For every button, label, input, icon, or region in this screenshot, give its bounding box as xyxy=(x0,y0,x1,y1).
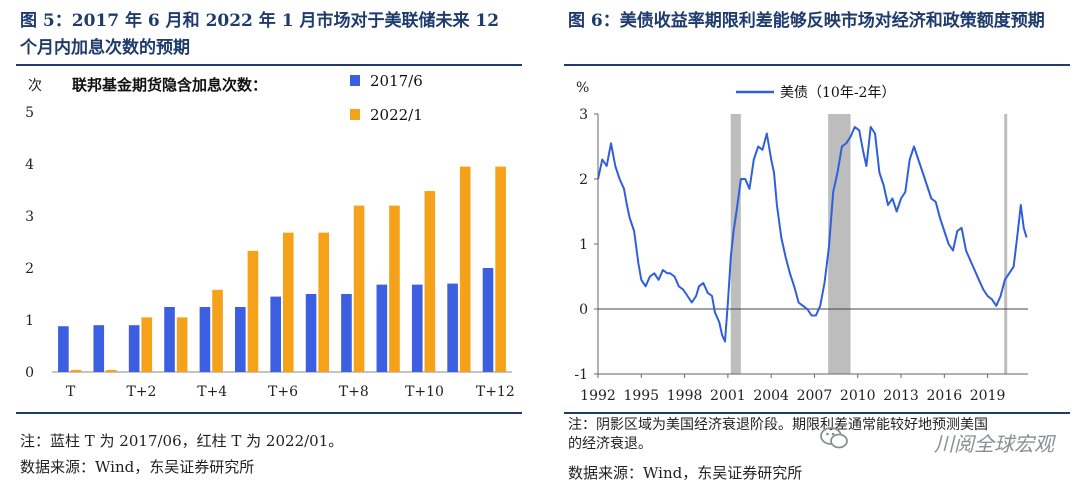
bar-blue-8 xyxy=(341,294,352,372)
y-tick-label: 4 xyxy=(25,157,34,173)
bar-blue-10 xyxy=(411,284,423,372)
watermark-text: 川阅全球宏观 xyxy=(934,432,1054,456)
x-tick-label: 1995 xyxy=(623,388,659,404)
x-tick-label: T+4 xyxy=(197,384,227,400)
x-tick-label: 2001 xyxy=(710,388,746,404)
x-tick-label: 1998 xyxy=(667,388,703,404)
x-tick-label: 1992 xyxy=(580,388,616,404)
legend-label-0: 2017/6 xyxy=(370,72,423,90)
bar-blue-5 xyxy=(235,307,246,372)
bar-blue-2 xyxy=(128,325,140,372)
bar-blue-4 xyxy=(199,307,211,372)
y-tick-label: 0 xyxy=(25,365,34,381)
bar-blue-0 xyxy=(58,326,69,372)
bar-orange-0 xyxy=(70,369,82,372)
left-top-rule xyxy=(16,64,522,66)
bar-blue-3 xyxy=(164,307,175,372)
right-source: 数据来源：Wind，东吴证券研究所 xyxy=(568,464,803,482)
x-tick-label: 2016 xyxy=(926,388,962,404)
left-note: 注：蓝柱 T 为 2017/06，红柱 T 为 2022/01。 xyxy=(20,432,344,450)
legend-label: 美债（10年-2年） xyxy=(780,85,895,101)
y-tick-label: 1 xyxy=(579,237,588,253)
x-tick-label: T xyxy=(66,384,76,400)
recession-band-1 xyxy=(828,114,851,374)
left-figure-title: 图 5：2017 年 6 月和 2022 年 1 月市场对于美联储未来 12 个… xyxy=(20,11,500,58)
right-bottom-rule xyxy=(564,412,1070,414)
y-tick-label: 3 xyxy=(579,107,588,123)
x-tick-label: T+12 xyxy=(476,384,515,400)
left-source: 数据来源：Wind，东吴证券研究所 xyxy=(20,458,255,476)
recession-band-2 xyxy=(1004,114,1008,374)
right-figure-panel: 图 6：美债收益率期限利差能够反映市场对经济和政策额度预期 % -1 0 1 2 3 199… xyxy=(548,0,1080,492)
y-axis-unit: % xyxy=(576,80,589,96)
x-tick-label: 2004 xyxy=(753,388,789,404)
bar-orange-7 xyxy=(318,232,329,372)
x-tick-label: T+6 xyxy=(268,384,298,400)
legend-swatch-0 xyxy=(350,75,360,86)
right-top-rule xyxy=(564,64,1070,66)
bar-blue-7 xyxy=(305,294,317,372)
right-figure-title: 图 6：美债收益率期限利差能够反映市场对经济和政策额度预期 xyxy=(568,11,1045,31)
spread-line xyxy=(597,126,1028,343)
left-figure-panel: 图 5：2017 年 6 月和 2022 年 1 月市场对于美联储未来 12 个… xyxy=(0,0,532,492)
bar-orange-12 xyxy=(495,166,506,372)
bar-orange-1 xyxy=(106,369,117,372)
recession-band-0 xyxy=(730,114,741,374)
bar-blue-9 xyxy=(376,284,388,372)
x-tick-label: T+10 xyxy=(405,384,444,400)
bar-blue-12 xyxy=(482,268,494,372)
y-tick-label: 0 xyxy=(579,302,588,318)
bar-chart-title: 联邦基金期货隐含加息次数： xyxy=(72,76,267,94)
bar-orange-4 xyxy=(212,289,223,372)
right-note: 注：阴影区域为美国经济衰退阶段。期限利差通常能较好地预测美国的经济衰退。 xyxy=(568,417,988,452)
x-tick-label: T+8 xyxy=(339,384,369,400)
bar-chart: 次 联邦基金期货隐含加息次数： 0 1 2 3 4 5 T T+2 T+4 T+6 T+8 T+10 T+1… xyxy=(25,72,515,400)
y-tick-label: 2 xyxy=(579,172,588,188)
y-tick-label: 3 xyxy=(25,209,34,225)
left-bottom-rule xyxy=(16,412,522,414)
wechat-icon xyxy=(820,427,848,449)
x-tick-label: 2007 xyxy=(797,388,833,404)
y-axis-unit: 次 xyxy=(28,78,42,94)
x-tick-label: 2010 xyxy=(840,388,876,404)
legend-label-1: 2022/1 xyxy=(370,106,423,124)
legend-swatch-1 xyxy=(350,109,360,120)
x-tick-label: T+2 xyxy=(126,384,156,400)
bar-orange-2 xyxy=(141,317,153,372)
x-tick-label: 2013 xyxy=(883,388,919,404)
bar-orange-5 xyxy=(247,250,259,372)
x-tick-label: 2019 xyxy=(970,388,1006,404)
bar-blue-6 xyxy=(270,296,281,372)
y-tick-label: 2 xyxy=(25,261,34,277)
bar-orange-3 xyxy=(176,317,188,372)
bar-orange-6 xyxy=(283,232,294,372)
bar-blue-1 xyxy=(93,325,105,372)
bar-orange-8 xyxy=(353,205,365,372)
line-chart: % -1 0 1 2 3 1992 1995 1998 2001 2004 2007 2010 2013 2… xyxy=(574,80,1028,404)
bar-blue-11 xyxy=(447,283,458,372)
y-tick-label: 1 xyxy=(25,313,34,329)
bar-orange-10 xyxy=(424,191,436,372)
y-tick-label: -1 xyxy=(574,367,588,383)
y-tick-label: 5 xyxy=(25,105,34,121)
bar-orange-9 xyxy=(389,205,400,372)
bar-orange-11 xyxy=(459,166,471,372)
